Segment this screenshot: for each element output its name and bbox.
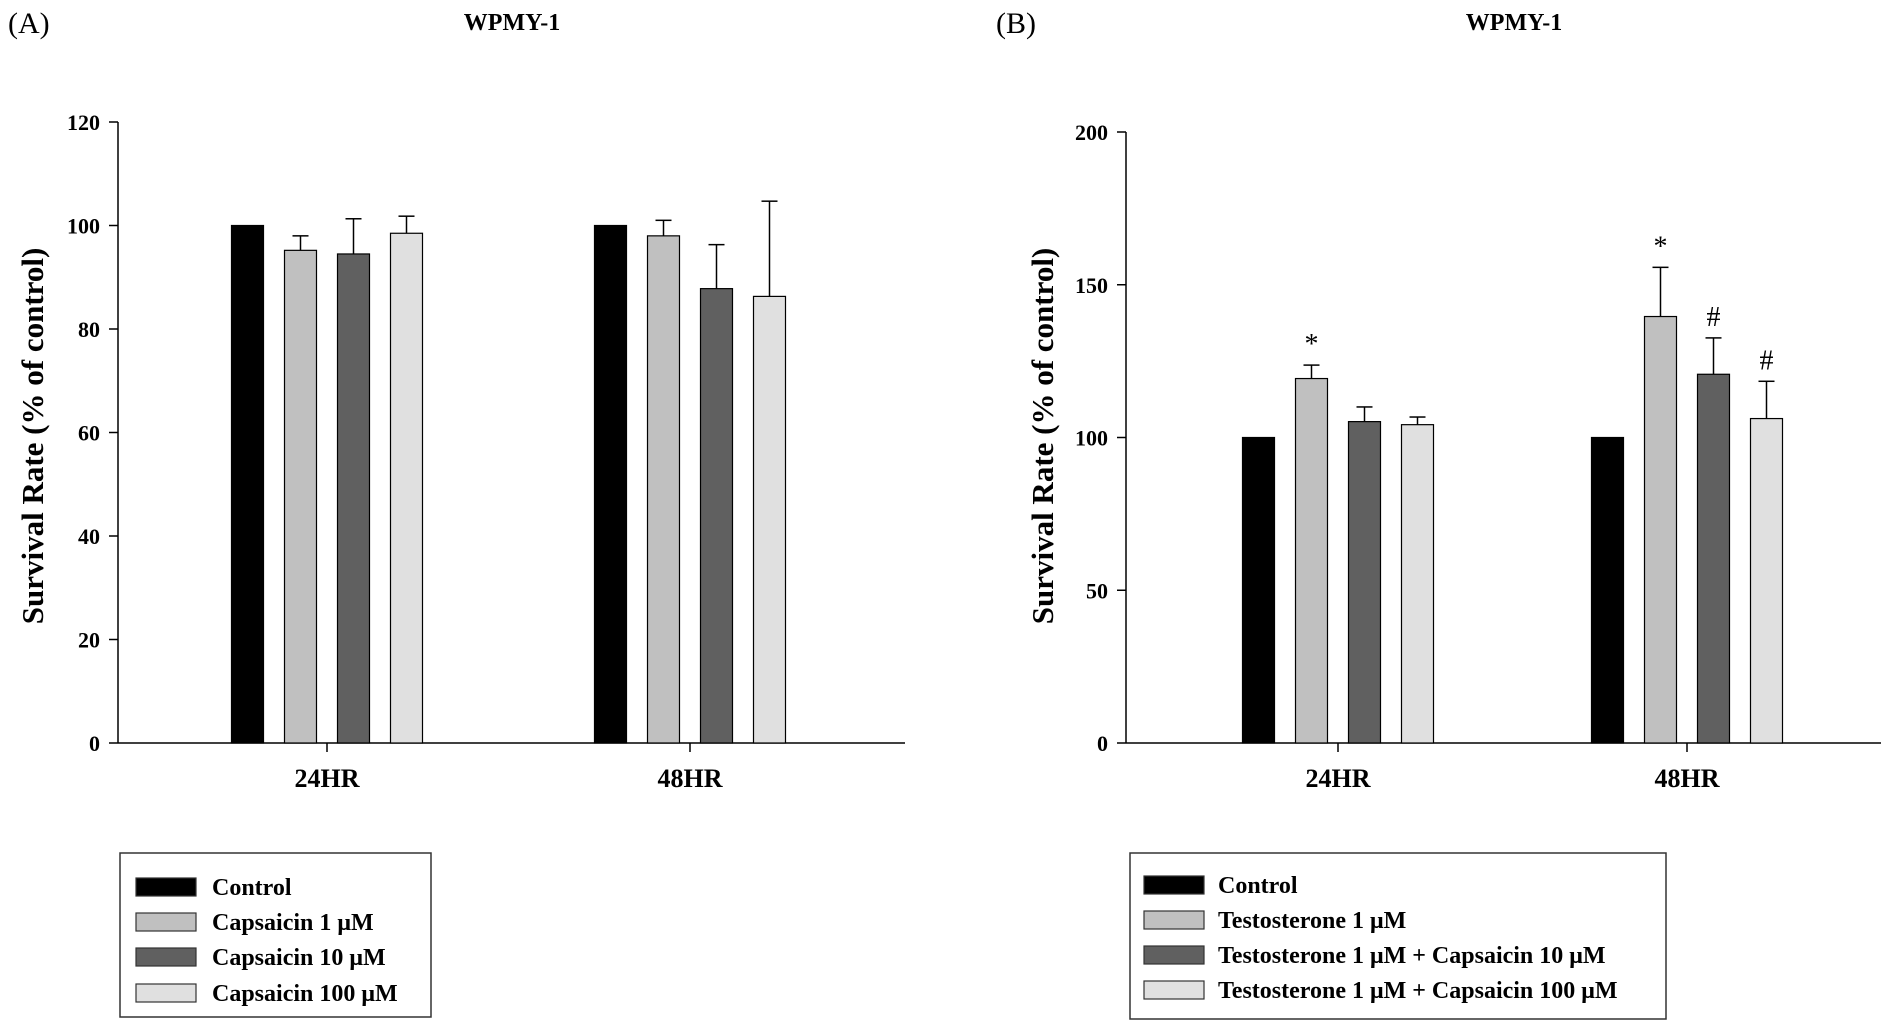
y-tick-label: 150 — [1075, 273, 1108, 298]
chart-title: WPMY-1 — [464, 10, 560, 36]
bar — [1347, 421, 1382, 744]
legend-swatch — [135, 983, 197, 1003]
bar — [336, 253, 371, 744]
x-tick-label: 24HR — [1306, 764, 1371, 793]
y-tick-label: 100 — [1075, 426, 1108, 451]
bar — [1400, 424, 1435, 744]
legend-swatch — [1143, 980, 1205, 1000]
legend-swatch — [1143, 910, 1205, 930]
y-axis-label: Survival Rate (% of control) — [1025, 248, 1060, 625]
bar — [646, 235, 681, 744]
bar — [752, 295, 787, 744]
y-tick-label: 20 — [78, 628, 100, 653]
y-axis-label: Survival Rate (% of control) — [15, 248, 50, 625]
legend-label: Testosterone 1 μM + Capsaicin 100 μM — [1218, 978, 1618, 1004]
panel-label: (B) — [996, 7, 1036, 40]
legend-label: Capsaicin 1 μM — [212, 910, 374, 936]
panel-label: (A) — [8, 7, 50, 40]
y-tick-label: 50 — [1086, 578, 1108, 603]
bar — [1643, 315, 1678, 744]
bar — [1294, 377, 1329, 744]
bar — [1241, 436, 1276, 744]
bar — [1696, 373, 1731, 744]
legend-label: Control — [1218, 873, 1298, 899]
legend-swatch — [135, 877, 197, 897]
bar — [593, 224, 628, 744]
legend-swatch — [1143, 875, 1205, 895]
bar — [1749, 417, 1784, 744]
bar — [230, 224, 265, 744]
y-tick-label: 80 — [78, 317, 100, 342]
x-tick-label: 48HR — [658, 764, 723, 793]
significance-marker: * — [1305, 329, 1319, 360]
significance-marker: # — [1760, 345, 1774, 376]
y-tick-label: 100 — [67, 214, 100, 239]
significance-marker: # — [1707, 302, 1721, 333]
legend-label: Capsaicin 100 μM — [212, 981, 398, 1007]
legend-label: Capsaicin 10 μM — [212, 945, 386, 971]
legend-label: Testosterone 1 μM — [1218, 908, 1406, 934]
x-tick-label: 48HR — [1655, 764, 1720, 793]
legend: Control Capsaicin 1 μM Capsaicin 10 μM Caps… — [119, 852, 432, 1018]
chart-title: WPMY-1 — [1466, 10, 1562, 36]
legend-swatch — [1143, 945, 1205, 965]
chart-panel-a: (A) WPMY-1 Survival Rate (% of control) 0 20… — [8, 7, 905, 1018]
legend-label: Control — [212, 875, 292, 901]
y-tick-label: 0 — [89, 731, 100, 756]
bar — [389, 232, 424, 744]
x-tick-label: 24HR — [295, 764, 360, 793]
y-tick-label: 40 — [78, 524, 100, 549]
bar — [699, 288, 734, 744]
y-tick-label: 0 — [1097, 731, 1108, 756]
chart-panel-b: (B) WPMY-1 Survival Rate (% of control) 0 50… — [996, 7, 1881, 1020]
bar — [1590, 436, 1625, 744]
legend-swatch — [135, 947, 197, 967]
y-tick-label: 200 — [1075, 120, 1108, 145]
legend: Control Testosterone 1 μM Testosterone 1 μ… — [1129, 852, 1667, 1020]
y-tick-label: 120 — [67, 110, 100, 135]
significance-marker: * — [1654, 231, 1668, 262]
legend-label: Testosterone 1 μM + Capsaicin 10 μM — [1218, 943, 1606, 969]
bar — [283, 249, 318, 744]
y-tick-label: 60 — [78, 421, 100, 446]
legend-box — [1129, 852, 1667, 1020]
legend-swatch — [135, 912, 197, 932]
